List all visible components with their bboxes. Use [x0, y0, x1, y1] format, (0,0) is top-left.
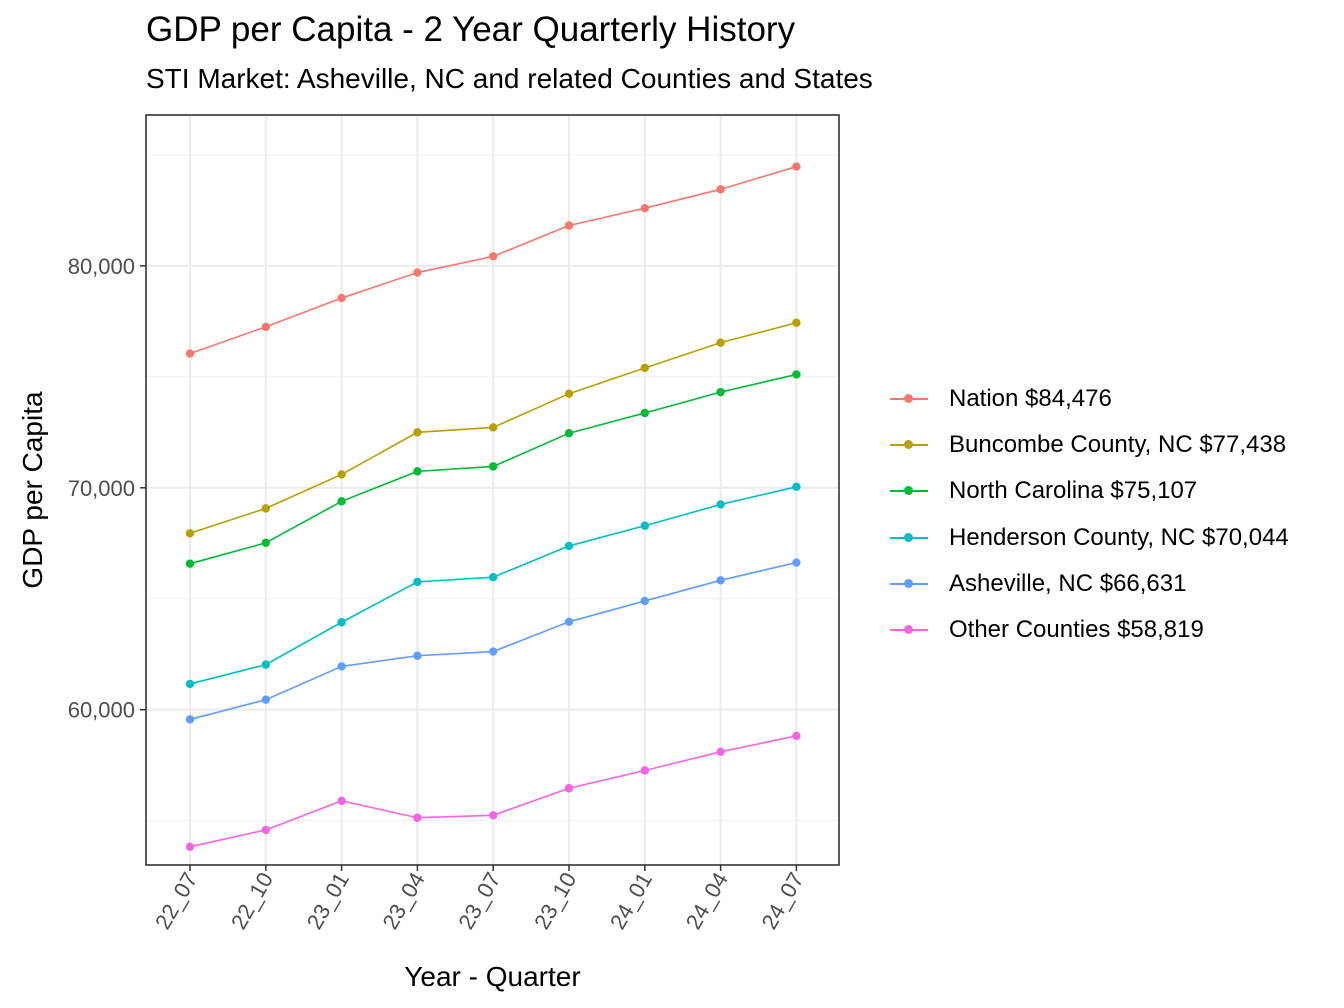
- data-point: [792, 162, 801, 171]
- data-point: [489, 423, 498, 432]
- data-point: [185, 529, 195, 538]
- legend-label: North Carolina $75,107: [949, 477, 1198, 505]
- chart-subtitle: STI Market: Asheville, NC and related Co…: [146, 63, 873, 94]
- data-point: [413, 813, 422, 822]
- data-point: [337, 662, 346, 671]
- x-axis-title: Year - Quarter: [404, 961, 580, 992]
- legend-key: [886, 476, 932, 506]
- legend-label: Asheville, NC $66,631: [949, 569, 1187, 597]
- data-point: [640, 766, 649, 775]
- legend-key-point: [904, 625, 913, 635]
- data-point: [716, 387, 725, 397]
- data-point: [564, 541, 574, 551]
- data-point: [413, 428, 422, 437]
- legend-key: [886, 569, 932, 599]
- data-point: [489, 647, 498, 656]
- legend-key: [886, 384, 932, 414]
- data-point: [413, 467, 422, 476]
- x-tick-label: 23_01: [302, 868, 354, 933]
- data-point: [185, 349, 195, 358]
- data-point: [413, 268, 422, 277]
- data-point: [792, 558, 801, 567]
- legend-key-point: [904, 578, 913, 588]
- data-point: [640, 203, 649, 213]
- y-tick-label: 80,000: [68, 254, 135, 279]
- legend-label: Henderson County, NC $70,044: [949, 523, 1289, 551]
- data-point: [489, 252, 498, 261]
- data-point: [792, 731, 801, 741]
- x-tick-label: 24_04: [681, 868, 733, 933]
- data-point: [640, 363, 649, 373]
- data-point: [337, 497, 346, 506]
- x-tick-label: 24_07: [756, 868, 808, 933]
- data-point: [185, 715, 195, 724]
- data-point: [716, 338, 725, 347]
- data-point: [261, 538, 270, 548]
- data-point: [716, 500, 725, 509]
- x-tick-label: 23_04: [377, 868, 429, 933]
- y-tick-label: 60,000: [68, 698, 135, 723]
- x-tick-label: 24_01: [605, 868, 657, 933]
- legend-item: Nation $84,476: [886, 376, 1289, 422]
- y-axis-title: GDP per Capita: [17, 391, 48, 589]
- legend: Nation $84,476 Buncombe County, NC $77,43…: [886, 376, 1289, 653]
- legend-key: [886, 615, 932, 645]
- legend-label: Other Counties $58,819: [949, 616, 1204, 644]
- data-point: [489, 811, 498, 820]
- chart-title: GDP per Capita - 2 Year Quarterly Histor…: [146, 10, 796, 49]
- data-point: [640, 596, 649, 606]
- data-point: [792, 482, 801, 492]
- data-point: [792, 318, 801, 327]
- data-point: [337, 293, 346, 303]
- data-point: [716, 576, 725, 585]
- data-point: [792, 370, 801, 379]
- legend-label: Nation $84,476: [949, 385, 1112, 413]
- data-point: [185, 842, 195, 852]
- legend-key: [886, 523, 932, 553]
- data-point: [261, 322, 270, 332]
- data-point: [413, 577, 422, 587]
- legend-item: Henderson County, NC $70,044: [886, 515, 1289, 561]
- data-point: [261, 825, 270, 835]
- x-tick-label: 22_10: [226, 868, 278, 933]
- legend-item: Asheville, NC $66,631: [886, 561, 1289, 607]
- x-tick-label: 23_07: [453, 868, 505, 933]
- data-point: [564, 221, 574, 230]
- legend-key-point: [904, 440, 913, 450]
- data-point: [413, 651, 422, 660]
- data-point: [337, 470, 346, 479]
- legend-item: Other Counties $58,819: [886, 607, 1289, 653]
- data-point: [337, 796, 346, 806]
- data-point: [261, 660, 270, 669]
- data-point: [337, 618, 346, 627]
- legend-item: North Carolina $75,107: [886, 468, 1289, 514]
- data-point: [185, 679, 195, 689]
- data-point: [185, 559, 195, 568]
- legend-key: [886, 430, 932, 460]
- data-point: [261, 504, 270, 513]
- data-point: [716, 185, 725, 194]
- legend-item: Buncombe County, NC $77,438: [886, 422, 1289, 468]
- data-point: [564, 617, 574, 627]
- legend-key-point: [904, 486, 913, 496]
- data-point: [564, 784, 574, 793]
- legend-label: Buncombe County, NC $77,438: [949, 431, 1287, 459]
- data-point: [564, 428, 574, 438]
- data-point: [564, 389, 574, 398]
- data-point: [716, 747, 725, 757]
- x-tick-label: 23_10: [529, 868, 581, 933]
- data-point: [640, 408, 649, 418]
- x-tick-label: 22_07: [150, 868, 202, 933]
- data-point: [489, 573, 498, 582]
- y-tick-label: 70,000: [68, 476, 135, 501]
- data-point: [261, 695, 270, 704]
- legend-key-point: [904, 532, 913, 542]
- data-point: [489, 462, 498, 471]
- legend-key-point: [904, 394, 913, 404]
- data-point: [640, 521, 649, 530]
